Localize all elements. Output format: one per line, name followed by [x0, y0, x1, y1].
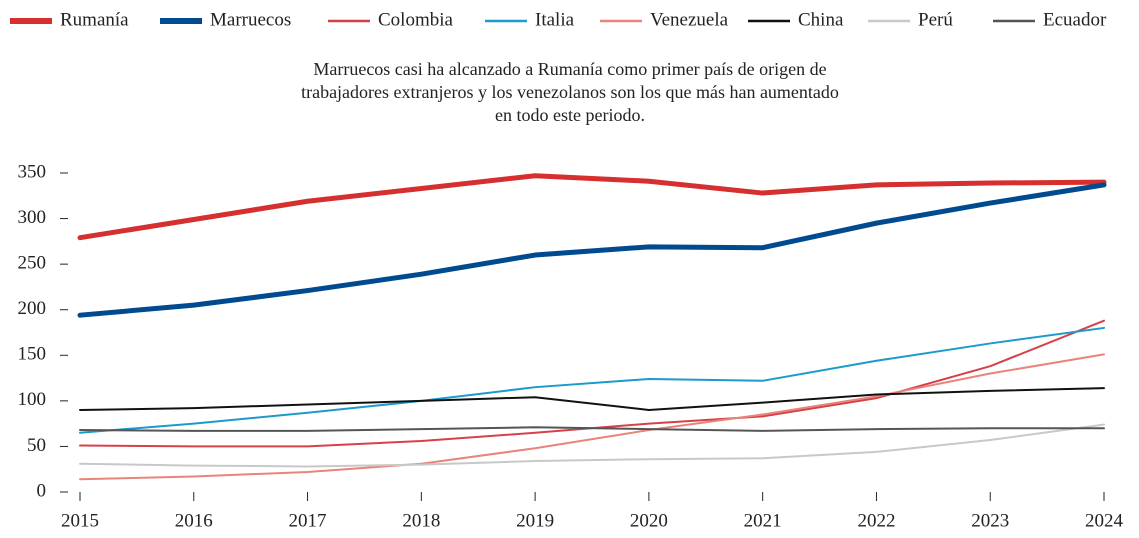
y-tick-label: 300: [18, 207, 47, 228]
series-line: [79, 387, 1105, 411]
series-line: [77, 182, 1107, 318]
series-line: [79, 326, 1105, 434]
y-tick-label: 200: [18, 298, 47, 319]
y-tick-label: 350: [18, 161, 47, 182]
x-tick-label: 2023: [971, 510, 1009, 531]
series-line: [77, 173, 1107, 241]
y-tick-label: 250: [18, 253, 47, 274]
chart-title: en todo este periodo.: [495, 105, 645, 125]
chart-title: trabajadores extranjeros y los venezolan…: [301, 82, 839, 102]
y-tick-label: 50: [27, 435, 46, 456]
y-tick-label: 0: [37, 480, 47, 501]
y-tick-label: 100: [18, 389, 47, 410]
legend-label: Italia: [535, 9, 575, 30]
legend-label: Ecuador: [1043, 9, 1107, 30]
x-tick-label: 2020: [630, 510, 668, 531]
series-line: [79, 423, 1105, 468]
legend-label: Marruecos: [210, 9, 291, 30]
x-tick-label: 2016: [175, 510, 213, 531]
legend-label: Colombia: [378, 9, 454, 30]
series-line: [79, 426, 1105, 432]
x-tick-label: 2015: [61, 510, 99, 531]
x-tick-label: 2021: [744, 510, 782, 531]
legend-label: Venezuela: [650, 9, 729, 30]
y-tick-label: 150: [18, 344, 47, 365]
x-tick-label: 2024: [1085, 510, 1124, 531]
x-tick-label: 2022: [857, 510, 895, 531]
legend-label: Rumanía: [60, 9, 129, 30]
legend-label: China: [798, 9, 844, 30]
series-line: [79, 353, 1105, 481]
x-tick-label: 2017: [289, 510, 327, 531]
chart-title: Marruecos casi ha alcanzado a Rumanía co…: [313, 59, 826, 79]
legend-label: Perú: [918, 9, 953, 30]
x-tick-label: 2018: [402, 510, 440, 531]
x-tick-label: 2019: [516, 510, 554, 531]
